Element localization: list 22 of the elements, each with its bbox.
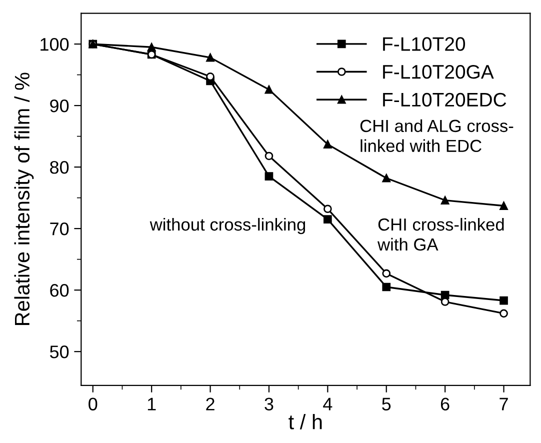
x-tick-label: 3 [264, 398, 274, 410]
x-tick-label: 1 [148, 398, 156, 410]
y-tick-label: 50 [50, 346, 69, 358]
y-tick-label: 90 [50, 99, 69, 112]
y-axis-title: Relative intensity of film / % [14, 72, 34, 325]
y-tick-label: 100 [40, 38, 69, 51]
x-tick-label: 0 [88, 398, 98, 410]
y-tick-label: 80 [50, 160, 69, 174]
annotation: CHI cross-linked with GA [377, 218, 504, 251]
x-axis-title: t / h [288, 414, 322, 430]
legend-label: F-L10T20GA [383, 64, 494, 79]
legend-label: F-L10T20EDC [383, 92, 506, 107]
x-tick-label: 7 [500, 398, 508, 410]
x-tick-label: 2 [206, 398, 214, 410]
y-tick-label: 60 [50, 284, 69, 297]
annotation: CHI and ALG cross- linked with EDC [360, 119, 514, 152]
x-tick-label: 6 [440, 398, 450, 410]
legend-label: F-L10T20 [383, 37, 466, 51]
x-tick-label: 4 [323, 398, 332, 410]
x-tick-label: 5 [382, 398, 391, 410]
y-tick-label: 70 [50, 222, 69, 236]
annotation: without cross-linking [150, 218, 306, 234]
